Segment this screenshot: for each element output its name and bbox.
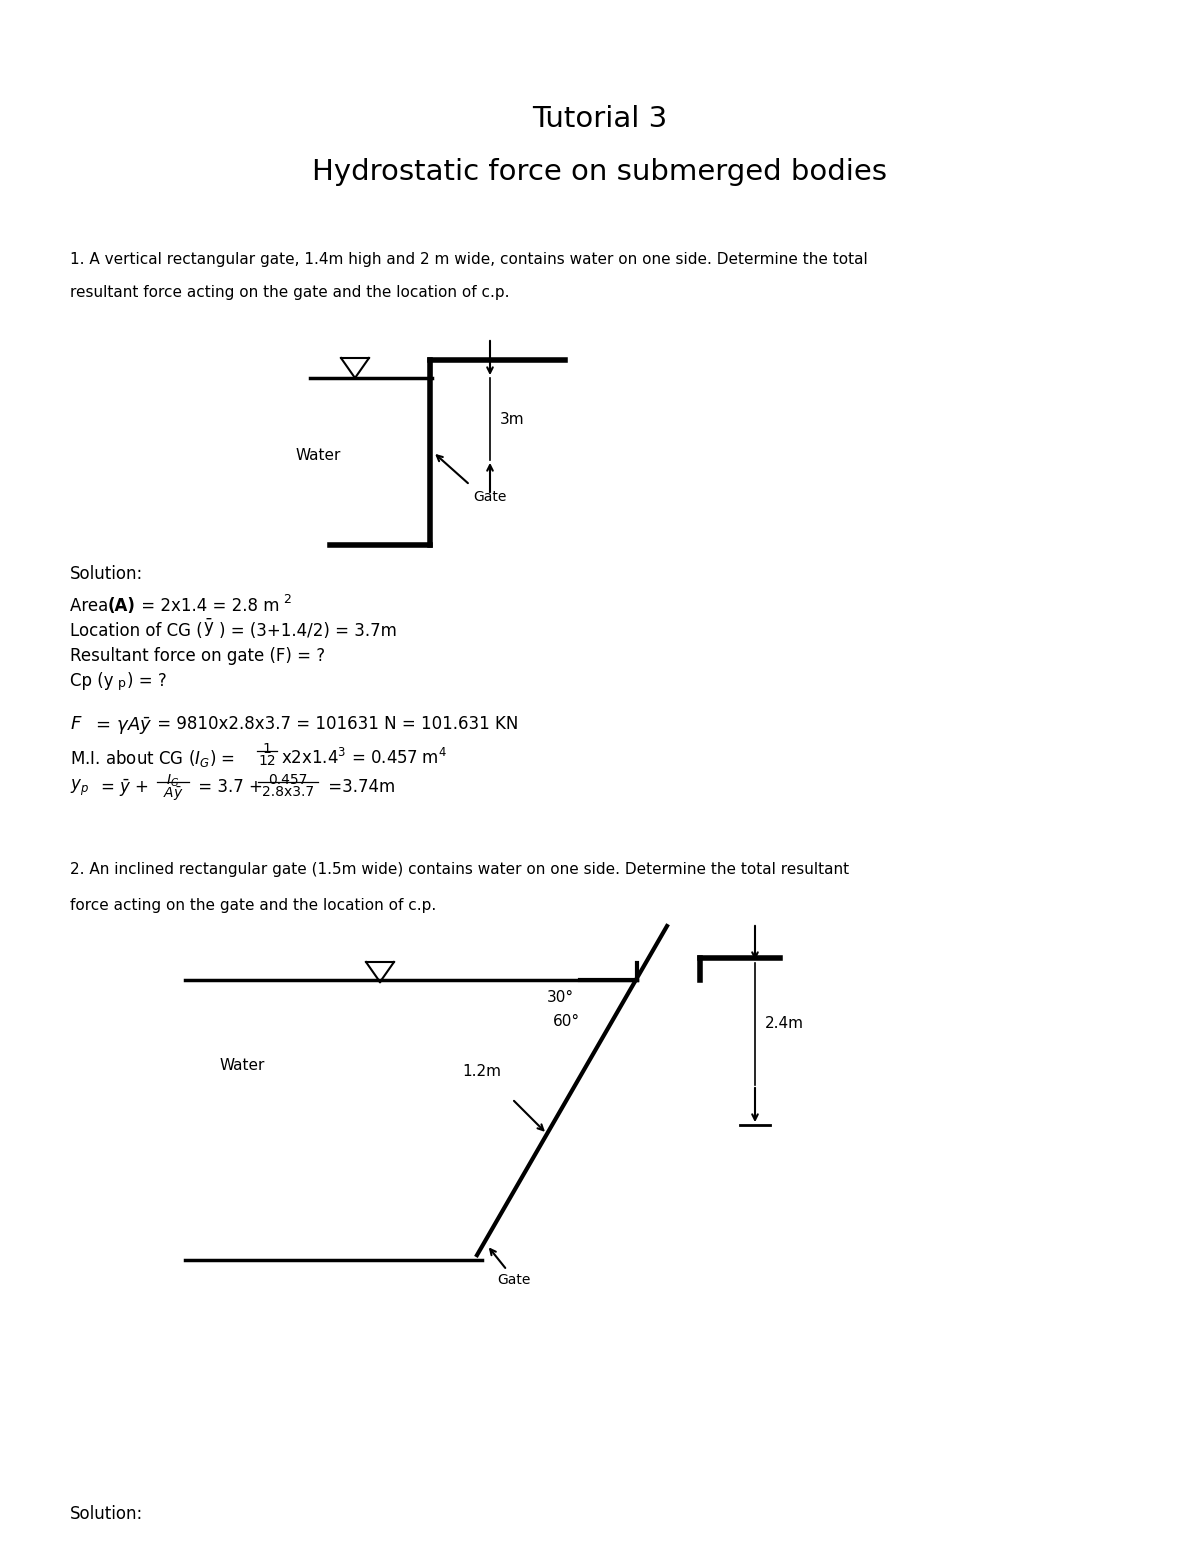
Text: 12: 12 bbox=[258, 755, 276, 769]
Text: =3.74m: =3.74m bbox=[323, 778, 395, 797]
Text: ) = ?: ) = ? bbox=[127, 672, 167, 690]
Text: p: p bbox=[118, 677, 126, 690]
Text: 60°: 60° bbox=[553, 1014, 580, 1030]
Text: = $\gamma A\bar{y}$: = $\gamma A\bar{y}$ bbox=[90, 714, 152, 736]
Text: Tutorial 3: Tutorial 3 bbox=[533, 106, 667, 134]
Text: 1: 1 bbox=[263, 742, 271, 756]
Text: 2.4m: 2.4m bbox=[766, 1017, 804, 1031]
Text: 3m: 3m bbox=[500, 412, 524, 427]
Text: = 9810x2.8x3.7 = 101631 N = 101.631 KN: = 9810x2.8x3.7 = 101631 N = 101.631 KN bbox=[152, 714, 518, 733]
Text: Solution:: Solution: bbox=[70, 565, 143, 582]
Text: Gate: Gate bbox=[497, 1273, 530, 1287]
Text: 2: 2 bbox=[283, 593, 290, 606]
Text: 0.457: 0.457 bbox=[269, 773, 307, 787]
Text: Area: Area bbox=[70, 596, 114, 615]
Text: Location of CG (: Location of CG ( bbox=[70, 623, 203, 640]
Text: 2. An inclined rectangular gate (1.5m wide) contains water on one side. Determin: 2. An inclined rectangular gate (1.5m wi… bbox=[70, 862, 850, 877]
Text: = $\bar{y}$ +: = $\bar{y}$ + bbox=[95, 778, 150, 800]
Text: = 3.7 +: = 3.7 + bbox=[193, 778, 268, 797]
Text: 2.8x3.7: 2.8x3.7 bbox=[262, 784, 314, 798]
Text: $y_p$: $y_p$ bbox=[70, 778, 89, 798]
Text: = 2x1.4 = 2.8 m: = 2x1.4 = 2.8 m bbox=[136, 596, 280, 615]
Text: ȳ: ȳ bbox=[203, 618, 212, 637]
Text: Solution:: Solution: bbox=[70, 1505, 143, 1523]
Text: (A): (A) bbox=[108, 596, 136, 615]
Text: Resultant force on gate (F) = ?: Resultant force on gate (F) = ? bbox=[70, 648, 325, 665]
Text: $A\bar{y}$: $A\bar{y}$ bbox=[163, 784, 184, 803]
Text: force acting on the gate and the location of c.p.: force acting on the gate and the locatio… bbox=[70, 898, 437, 913]
Text: ) = (3+1.4/2) = 3.7m: ) = (3+1.4/2) = 3.7m bbox=[220, 623, 397, 640]
Text: 30°: 30° bbox=[547, 991, 574, 1005]
Text: Water: Water bbox=[295, 447, 341, 463]
Text: Cp (y: Cp (y bbox=[70, 672, 114, 690]
Text: 1. A vertical rectangular gate, 1.4m high and 2 m wide, contains water on one si: 1. A vertical rectangular gate, 1.4m hig… bbox=[70, 252, 868, 267]
Text: x2x1.4$^3$ = 0.457 m$^4$: x2x1.4$^3$ = 0.457 m$^4$ bbox=[281, 749, 446, 769]
Text: resultant force acting on the gate and the location of c.p.: resultant force acting on the gate and t… bbox=[70, 286, 510, 300]
Text: Water: Water bbox=[220, 1058, 265, 1073]
Text: 1.2m: 1.2m bbox=[462, 1064, 502, 1079]
Text: $I_G$: $I_G$ bbox=[167, 773, 180, 789]
Text: Hydrostatic force on submerged bodies: Hydrostatic force on submerged bodies bbox=[312, 158, 888, 186]
Text: $F$: $F$ bbox=[70, 714, 83, 733]
Text: M.I. about CG ($I_G$) =: M.I. about CG ($I_G$) = bbox=[70, 749, 236, 769]
Text: Gate: Gate bbox=[473, 491, 506, 505]
